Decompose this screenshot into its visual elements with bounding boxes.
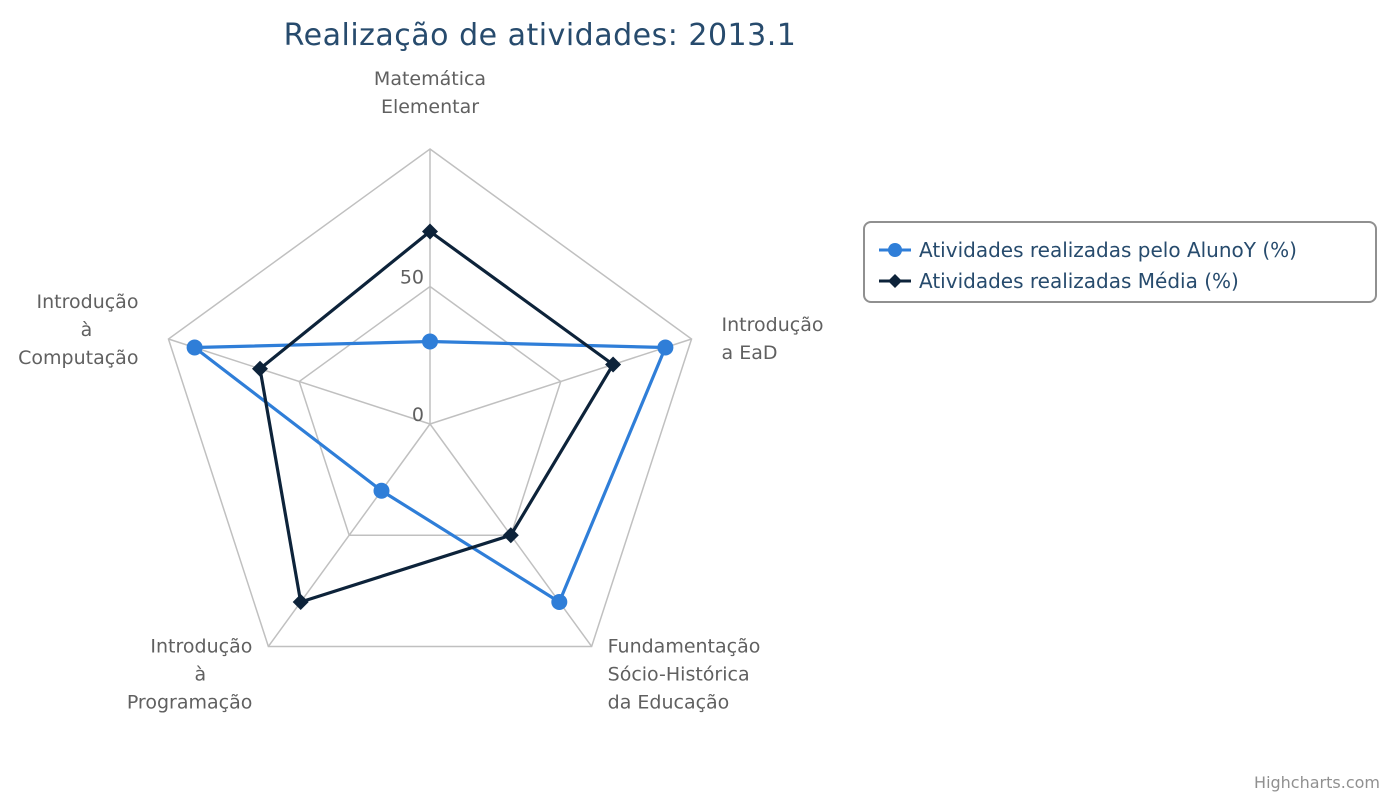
legend-item-aluno[interactable]: Atividades realizadas pelo AlunoY (%): [879, 235, 1297, 265]
legend-label: Atividades realizadas Média (%): [919, 269, 1239, 293]
credits-link[interactable]: Highcharts.com: [1254, 773, 1380, 792]
data-point: [251, 360, 268, 377]
radial-tick-labels: 0 50: [400, 267, 424, 427]
grid-spoke: [168, 338, 431, 425]
category-label: Introdução à Computação: [18, 291, 138, 369]
series-0: [186, 333, 674, 610]
data-point: [373, 482, 390, 499]
data-point: [502, 527, 519, 544]
grid-ring: [167, 148, 693, 648]
data-point: [605, 356, 622, 373]
legend-item-media[interactable]: Atividades realizadas Média (%): [879, 266, 1239, 296]
category-labels: Matemática Elementar Introdução a EaD Fundam…: [18, 68, 823, 713]
grid-spoke: [267, 423, 431, 647]
series-line: [258, 229, 615, 604]
legend: Atividades realizadas pelo AlunoY (%) At…: [863, 221, 1377, 303]
data-point: [422, 223, 438, 240]
data-point: [422, 333, 438, 350]
category-label: Introdução à Programação: [127, 635, 253, 713]
tick-label: 0: [412, 404, 424, 426]
series-layer: [186, 223, 674, 610]
legend-circle-marker-icon: [879, 243, 911, 257]
category-label: Matemática Elementar: [374, 68, 486, 118]
data-point: [292, 593, 309, 610]
legend-diamond-marker-icon: [879, 274, 911, 288]
radar-grid: [167, 148, 693, 648]
legend-label: Atividades realizadas pelo AlunoY (%): [919, 238, 1297, 262]
tick-label: 50: [400, 267, 424, 289]
series-line: [193, 339, 667, 604]
data-point: [186, 339, 203, 356]
grid-spoke: [429, 338, 692, 425]
series-1: [251, 223, 622, 610]
grid-ring: [298, 285, 562, 536]
category-label: Fundamentação Sócio-Histórica da Educação: [608, 635, 761, 713]
data-point: [657, 339, 674, 356]
category-label: Introdução a EaD: [722, 314, 824, 364]
chart-title: Realização de atividades: 2013.1: [283, 18, 797, 53]
data-point: [551, 593, 568, 610]
